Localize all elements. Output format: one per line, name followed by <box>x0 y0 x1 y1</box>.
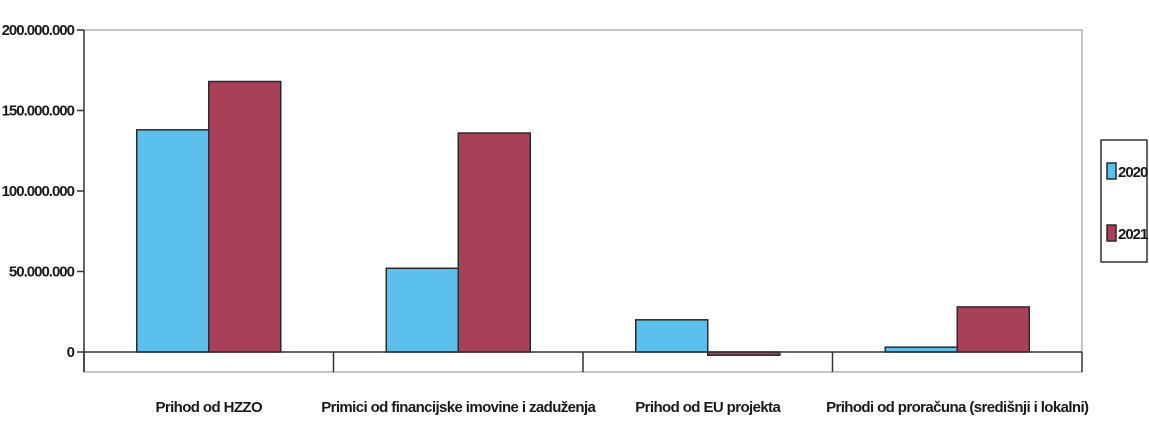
bar-2021-0 <box>208 80 282 353</box>
bar-2020-2 <box>635 319 709 353</box>
x-category-label: Primici od financijske imovine i zadužen… <box>321 399 596 416</box>
y-tick-label: 150.000.000 <box>2 103 75 120</box>
bar-2020-1 <box>385 267 459 353</box>
y-tick-label: 50.000.000 <box>9 264 75 281</box>
bar-2020-0 <box>136 129 210 353</box>
x-category-label: Prihod od HZZO <box>155 399 263 416</box>
x-category-label: Prihod od EU projekta <box>635 399 781 416</box>
bars-group <box>136 80 1030 356</box>
bar-2021-3 <box>956 306 1030 353</box>
legend-label-2020: 2020 <box>1118 164 1148 181</box>
legend-swatch-2021 <box>1106 224 1117 242</box>
x-ticks-group: Prihod od HZZO Primici od financijske imo… <box>83 352 1090 416</box>
bar-2021-1 <box>457 132 531 353</box>
x-category-label: Prihodi od proračuna (središnji i lokaln… <box>826 399 1089 416</box>
legend-box <box>1100 139 1148 263</box>
y-tick-label: 200.000.000 <box>2 22 75 39</box>
y-tick-label: 100.000.000 <box>2 183 75 200</box>
legend-label-2021: 2021 <box>1118 226 1148 243</box>
legend: 2020 2021 <box>1100 139 1149 263</box>
legend-swatch-2020 <box>1106 162 1117 180</box>
y-ticks-group: 0 50.000.000 100.000.000 150.000.000 200.000… <box>2 22 84 361</box>
y-tick-label: 0 <box>67 344 75 361</box>
